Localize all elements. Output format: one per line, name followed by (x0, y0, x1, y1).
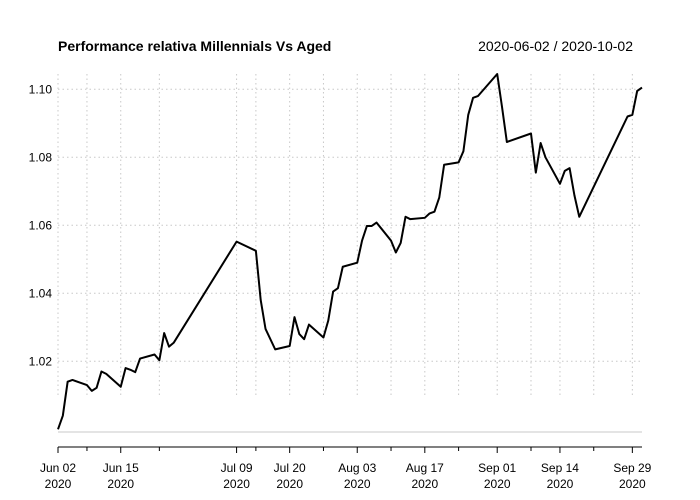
date-range: 2020-06-02 / 2020-10-02 (478, 38, 633, 54)
x-tick-label: Sep 01 (478, 461, 516, 475)
x-tick-label: Sep 29 (613, 461, 651, 475)
x-tick-year-label: 2020 (619, 477, 646, 491)
x-tick-label: Jun 15 (103, 461, 139, 475)
series-group (57, 73, 643, 430)
grid (57, 74, 642, 396)
y-tick-label: 1.06 (29, 218, 53, 232)
x-tick-label: Sep 14 (541, 461, 579, 475)
y-tick-label: 1.02 (29, 354, 53, 368)
x-tick-label: Jul 09 (221, 461, 253, 475)
y-tick-label: 1.10 (29, 82, 53, 96)
x-tick-year-label: 2020 (45, 477, 72, 491)
x-tick-year-label: 2020 (484, 477, 511, 491)
x-tick-label: Aug 17 (406, 461, 444, 475)
x-tick-year-label: 2020 (223, 477, 250, 491)
x-tick-label: Jul 20 (274, 461, 306, 475)
x-tick-year-label: 2020 (276, 477, 303, 491)
y-tick-label: 1.04 (29, 286, 53, 300)
y-tick-label: 1.08 (29, 150, 53, 164)
x-tick-label: Aug 03 (338, 461, 376, 475)
x-tick-year-label: 2020 (411, 477, 438, 491)
series-line (57, 73, 643, 430)
x-tick-year-label: 2020 (547, 477, 574, 491)
x-axis: Jun 02 2020 Jun 15 2020 Jul 09 2020 Jul 20 2020… (40, 446, 652, 491)
y-axis: 1.02 1.04 1.06 1.08 1.10 (29, 82, 53, 368)
x-tick-year-label: 2020 (107, 477, 134, 491)
x-tick-label: Jun 02 (40, 461, 76, 475)
x-tick-year-label: 2020 (344, 477, 371, 491)
chart-title: Performance relativa Millennials Vs Aged (58, 38, 331, 54)
